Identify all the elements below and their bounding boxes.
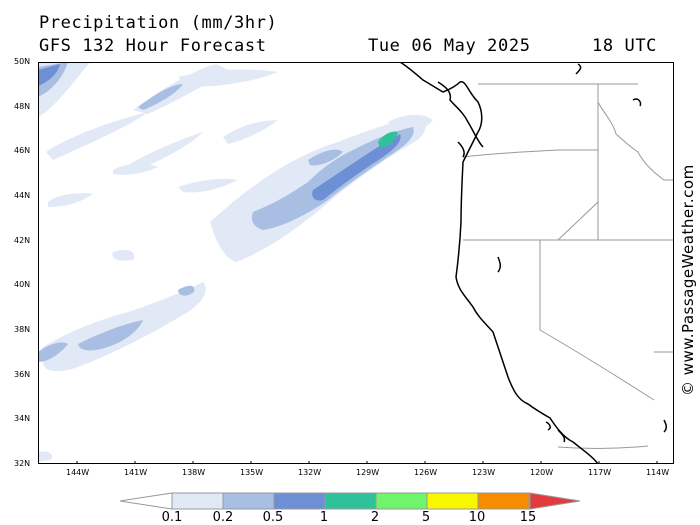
precipitation-map: [38, 62, 674, 464]
lon-label-138w: 138W: [182, 468, 206, 477]
state-borders: [462, 83, 674, 450]
lon-label-120w: 120W: [530, 468, 554, 477]
scale-label-10: 10: [468, 510, 486, 525]
lon-label-129w: 129W: [356, 468, 380, 477]
lat-label-38n: 38N: [14, 325, 31, 334]
lat-label-36n: 36N: [14, 370, 31, 379]
valid-time: 18 UTC: [592, 36, 658, 56]
lat-label-40n: 40N: [14, 280, 31, 289]
scale-swatch: [477, 492, 530, 510]
lon-label-123w: 123W: [472, 468, 496, 477]
lon-label-135w: 135W: [240, 468, 264, 477]
site-credit: © www.PassageWeather.com: [679, 164, 697, 396]
lat-label-46n: 46N: [14, 146, 31, 155]
scale-swatch: [222, 492, 275, 510]
scale-swatch: [375, 492, 428, 510]
precipitation-color-scale: [120, 492, 581, 510]
lat-label-42n: 42N: [14, 236, 31, 245]
lon-label-114w: 114W: [646, 468, 670, 477]
scale-label-0-1: 0.1: [161, 510, 183, 525]
lat-label-32n: 32N: [14, 459, 31, 468]
scale-label-1: 1: [319, 510, 329, 525]
precip-layer-heavy: [38, 64, 401, 201]
scale-label-0-2: 0.2: [212, 510, 234, 525]
valid-date: Tue 06 May 2025: [368, 36, 531, 56]
lat-label-34n: 34N: [14, 414, 31, 423]
lat-label-44n: 44N: [14, 191, 31, 200]
precip-layer-peak: [378, 131, 398, 148]
lon-label-117w: 117W: [588, 468, 612, 477]
lat-label-48n: 48N: [14, 102, 31, 111]
coastline: [399, 62, 668, 464]
lon-label-141w: 141W: [124, 468, 148, 477]
scale-label-15: 15: [519, 510, 537, 525]
lat-label-50n: 50N: [14, 57, 31, 66]
lon-label-132w: 132W: [298, 468, 322, 477]
lon-label-126w: 126W: [414, 468, 438, 477]
scale-swatch: [324, 492, 377, 510]
forecast-hour-label: GFS 132 Hour Forecast: [39, 36, 267, 56]
map-title: Precipitation (mm/3hr): [39, 13, 278, 33]
scale-label-5: 5: [421, 510, 431, 525]
scale-swatch: [171, 492, 224, 510]
scale-swatch: [273, 492, 326, 510]
scale-label-0-5: 0.5: [262, 510, 284, 525]
scale-swatch: [426, 492, 479, 510]
lon-label-144w: 144W: [66, 468, 90, 477]
scale-label-2: 2: [370, 510, 380, 525]
